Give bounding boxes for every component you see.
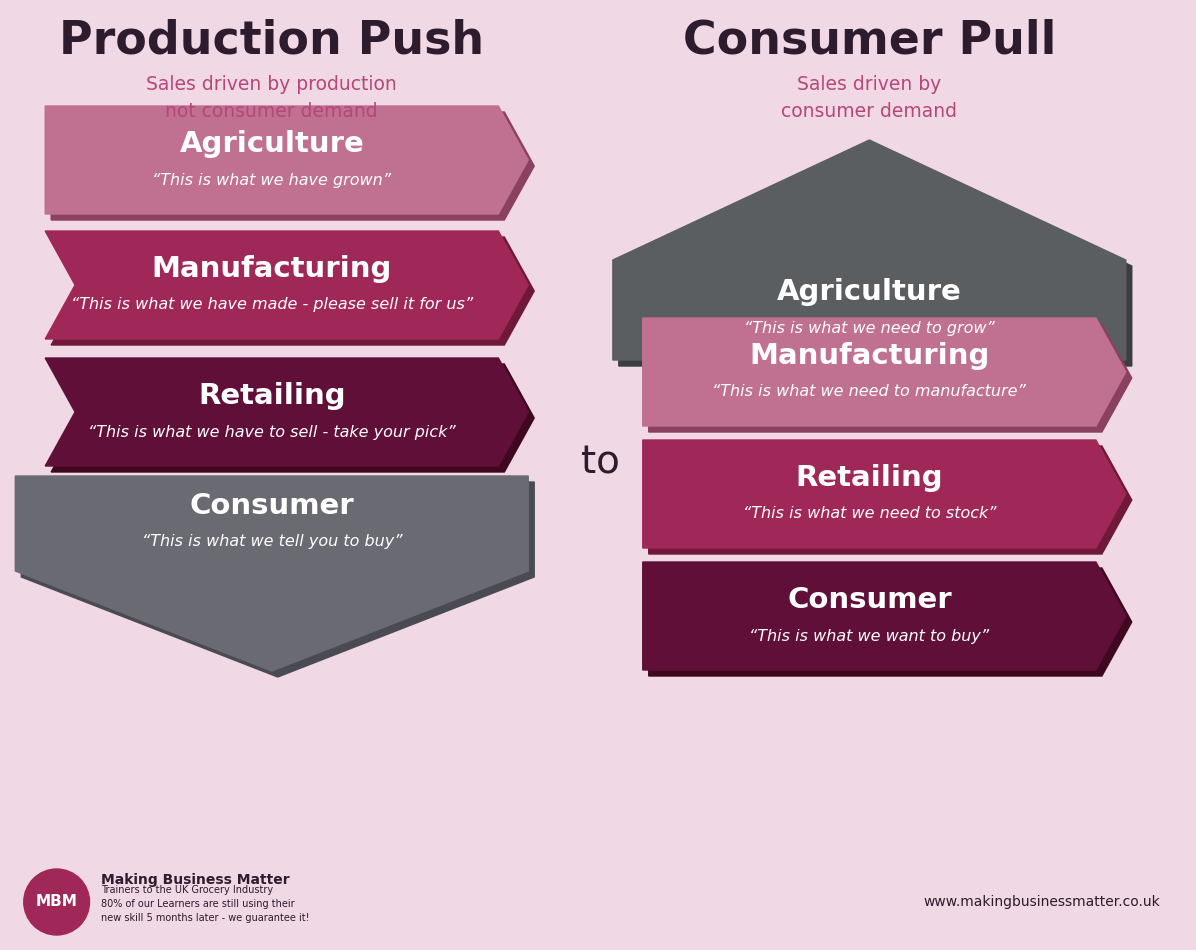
Polygon shape (45, 106, 529, 214)
Text: Trainers to the UK Grocery Industry
80% of our Learners are still using their
ne: Trainers to the UK Grocery Industry 80% … (102, 885, 310, 922)
Text: “This is what we need to manufacture”: “This is what we need to manufacture” (713, 385, 1026, 400)
Text: Sales driven by production
not consumer demand: Sales driven by production not consumer … (146, 75, 397, 122)
Text: Manufacturing: Manufacturing (152, 255, 392, 283)
Polygon shape (51, 237, 535, 345)
Polygon shape (642, 562, 1125, 670)
Text: Agriculture: Agriculture (777, 278, 962, 306)
Polygon shape (51, 112, 535, 220)
Text: “This is what we need to grow”: “This is what we need to grow” (744, 320, 995, 335)
Text: “This is what we need to stock”: “This is what we need to stock” (743, 506, 996, 522)
Text: Consumer: Consumer (787, 586, 952, 614)
Polygon shape (16, 476, 529, 671)
Text: Sales driven by
consumer demand: Sales driven by consumer demand (781, 75, 957, 122)
Text: Manufacturing: Manufacturing (749, 342, 989, 370)
Text: to: to (581, 443, 620, 481)
Text: Production Push: Production Push (60, 18, 484, 63)
Text: MBM: MBM (36, 895, 78, 909)
Polygon shape (648, 446, 1131, 554)
Polygon shape (22, 482, 535, 677)
Text: Retailing: Retailing (199, 382, 346, 410)
Text: Consumer Pull: Consumer Pull (683, 18, 1056, 63)
Text: “This is what we have grown”: “This is what we have grown” (152, 173, 391, 187)
Polygon shape (618, 146, 1131, 366)
Text: Consumer: Consumer (189, 491, 354, 520)
Text: “This is what we have made - please sell it for us”: “This is what we have made - please sell… (71, 297, 472, 313)
Polygon shape (45, 231, 529, 339)
Text: “This is what we tell you to buy”: “This is what we tell you to buy” (141, 534, 402, 549)
Text: “This is what we want to buy”: “This is what we want to buy” (749, 629, 989, 643)
Polygon shape (612, 140, 1125, 360)
Polygon shape (45, 358, 529, 466)
Text: Agriculture: Agriculture (179, 130, 364, 158)
Polygon shape (642, 440, 1125, 548)
Polygon shape (648, 324, 1131, 432)
Circle shape (24, 869, 90, 935)
Polygon shape (642, 318, 1125, 426)
Text: Retailing: Retailing (795, 464, 944, 492)
Polygon shape (51, 364, 535, 472)
Text: “This is what we have to sell - take your pick”: “This is what we have to sell - take you… (89, 425, 456, 440)
Text: www.makingbusinessmatter.co.uk: www.makingbusinessmatter.co.uk (923, 895, 1160, 909)
Text: Making Business Matter: Making Business Matter (102, 873, 291, 887)
Polygon shape (648, 568, 1131, 676)
